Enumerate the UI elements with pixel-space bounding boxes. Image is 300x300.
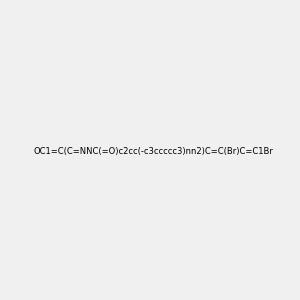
Text: OC1=C(C=NNC(=O)c2cc(-c3ccccc3)nn2)C=C(Br)C=C1Br: OC1=C(C=NNC(=O)c2cc(-c3ccccc3)nn2)C=C(Br… xyxy=(34,147,274,156)
